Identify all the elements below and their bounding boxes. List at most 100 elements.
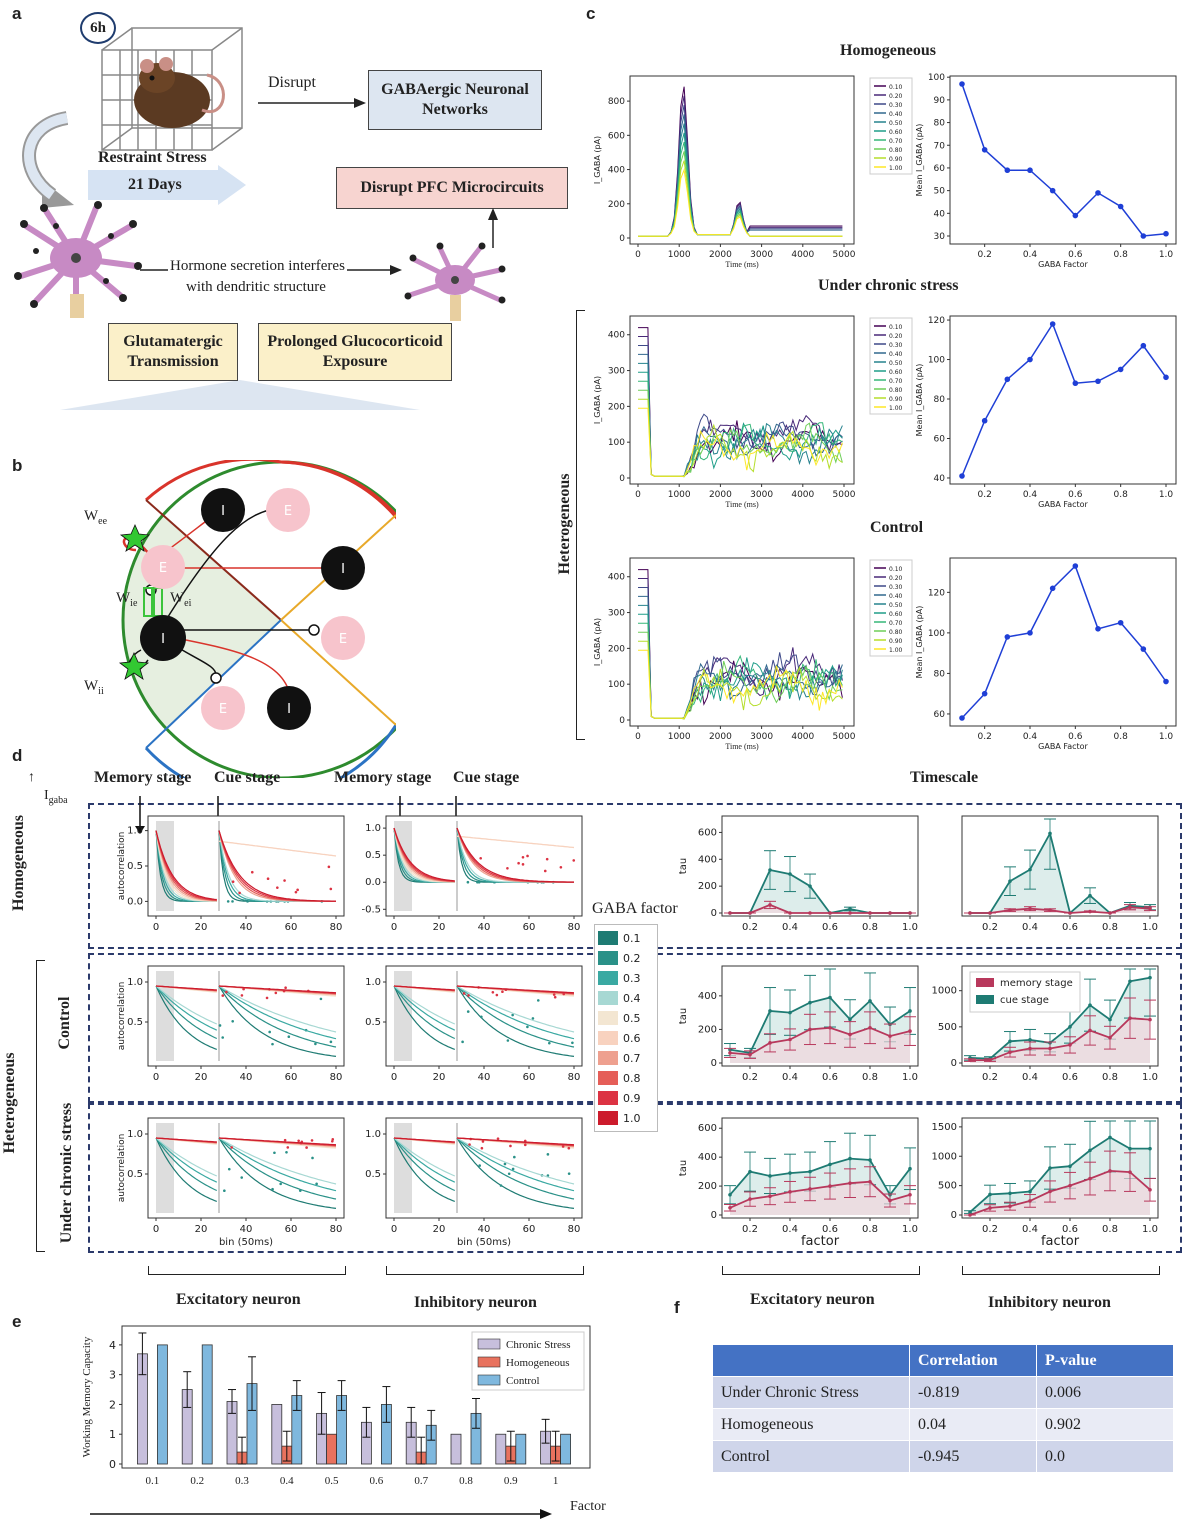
legend-label: 0.90 (889, 396, 903, 403)
tau-point (788, 1171, 792, 1175)
autocorr-point (296, 888, 299, 892)
autocorr-fit-cue (456, 1137, 575, 1192)
y-tick-label: 100 (928, 356, 945, 366)
tau-point (1088, 1003, 1092, 1007)
neuron-E-bottom (201, 686, 245, 730)
tau-line-mem (729, 1026, 911, 1056)
tau-point (1008, 1039, 1012, 1044)
y-tick-label: 200 (608, 402, 625, 412)
y-tick-label: 200 (698, 1024, 717, 1035)
table-cell: -0.819 (909, 1376, 1037, 1409)
x-tick-label: 0.6 (822, 1224, 838, 1235)
tau-point (728, 1205, 732, 1210)
y-tick-label: 4 (109, 1339, 116, 1352)
mean-point (1140, 233, 1147, 239)
autocorr-frame (385, 965, 583, 1067)
autocorr-point (526, 1025, 529, 1029)
x-tick-label: 0.2 (742, 1072, 758, 1083)
x-tick-label: 5000 (833, 732, 856, 742)
autocorr-point (513, 1155, 516, 1159)
autocorr-fit-cue (218, 1137, 337, 1185)
x-tick-label: 60 (523, 1224, 536, 1235)
y-tick-label: 500 (938, 1022, 957, 1033)
tau-point (1148, 975, 1152, 980)
autocorr-frame (385, 815, 583, 917)
autocorr-fit-memory (393, 985, 456, 1031)
legend-label: 0.40 (889, 593, 903, 600)
mean-point (1163, 374, 1169, 381)
legend-swatch (477, 1374, 501, 1386)
tau-point (868, 1179, 872, 1184)
autocorr-point (567, 1146, 571, 1150)
y-tick-label: 0 (711, 1210, 717, 1221)
autocorr-fit-cue (456, 1137, 575, 1209)
gaba-factor-title: GABA factor (592, 900, 678, 917)
tau-point (1108, 911, 1112, 915)
autocorr-fit-memory (155, 1137, 217, 1202)
autocorr-point (238, 891, 241, 895)
y-tick-label: 0 (951, 1210, 957, 1221)
autocorr-point (559, 865, 563, 869)
inhibitory-label-2: Inhibitory neuron (988, 1294, 1111, 1311)
x-tick-label: 1.0 (902, 1224, 918, 1235)
gaba-factor-item: 0.6 (598, 1028, 654, 1048)
table-cell: 0.04 (909, 1408, 1037, 1441)
legend-label: 0.80 (889, 629, 903, 636)
tau-point (808, 1169, 812, 1174)
legend-label: Homogeneous (506, 1357, 570, 1369)
disrupt-label: Disrupt (268, 74, 316, 91)
legend-label: 1.00 (889, 647, 903, 654)
tau-point (1048, 908, 1052, 912)
tau-point (888, 1034, 892, 1038)
autocorr-fit-memory (393, 1137, 456, 1192)
mean-line (961, 83, 1167, 237)
autocorr-fit-cue (456, 835, 575, 849)
tau-point (908, 1166, 912, 1171)
autocorr-frame (147, 1117, 345, 1219)
mean-point (1163, 230, 1169, 237)
x-tick-label: 60 (285, 1224, 298, 1235)
tau-point (788, 1190, 792, 1194)
x-tick-label: 0.6 (1068, 490, 1083, 500)
x-tick-label: 0.2 (190, 1475, 204, 1487)
tau-point (1028, 867, 1032, 872)
x-tick-label: 0 (391, 1224, 397, 1235)
legend-label: 0.60 (889, 369, 903, 376)
w-ie-label: Wie (116, 590, 137, 609)
mean-point (981, 417, 988, 424)
autocorr-point (298, 1189, 302, 1192)
tau-point (768, 1041, 772, 1045)
x-tick-label: 3000 (750, 732, 773, 742)
autocorr-point (543, 869, 547, 873)
autocorr-point (283, 879, 286, 882)
table-row: Control -0.945 0.0 (712, 1440, 1174, 1473)
x-tick-label: 0.6 (1062, 922, 1078, 933)
gaba-factor-swatch (598, 1091, 618, 1105)
table-cell: Control (712, 1440, 910, 1473)
legend-label: 0.10 (889, 566, 903, 573)
mean-point (1095, 378, 1101, 385)
autocorr-point (501, 990, 504, 993)
gaba-factor-label: 0.4 (623, 991, 641, 1005)
x-tick-label: 40 (478, 1072, 491, 1083)
tau-point (1128, 1170, 1132, 1174)
y-tick-label: 0 (711, 908, 717, 919)
autocorr-fit-cue (456, 985, 575, 1048)
bar (326, 1433, 338, 1465)
autocorr-point (231, 880, 235, 884)
mean-point (1004, 167, 1011, 174)
legend-label: 0.20 (889, 93, 903, 100)
gaba-factor-swatch (598, 991, 618, 1005)
tau-point (888, 911, 892, 915)
gaba-factor-item: 0.3 (598, 968, 654, 988)
gaba-factor-item: 0.5 (598, 1008, 654, 1028)
autocorr-point (273, 1151, 276, 1155)
x-axis-label: GABA Factor (1038, 742, 1088, 751)
gaba-factor-swatch (598, 971, 618, 985)
x-tick-label: 0.5 (325, 1475, 339, 1487)
tau-point (1128, 979, 1132, 984)
neuron-label: E (159, 561, 167, 576)
w-subscript: ie (130, 598, 138, 609)
x-tick-label: 1 (553, 1475, 559, 1487)
mouse-cage-illustration (101, 27, 243, 151)
